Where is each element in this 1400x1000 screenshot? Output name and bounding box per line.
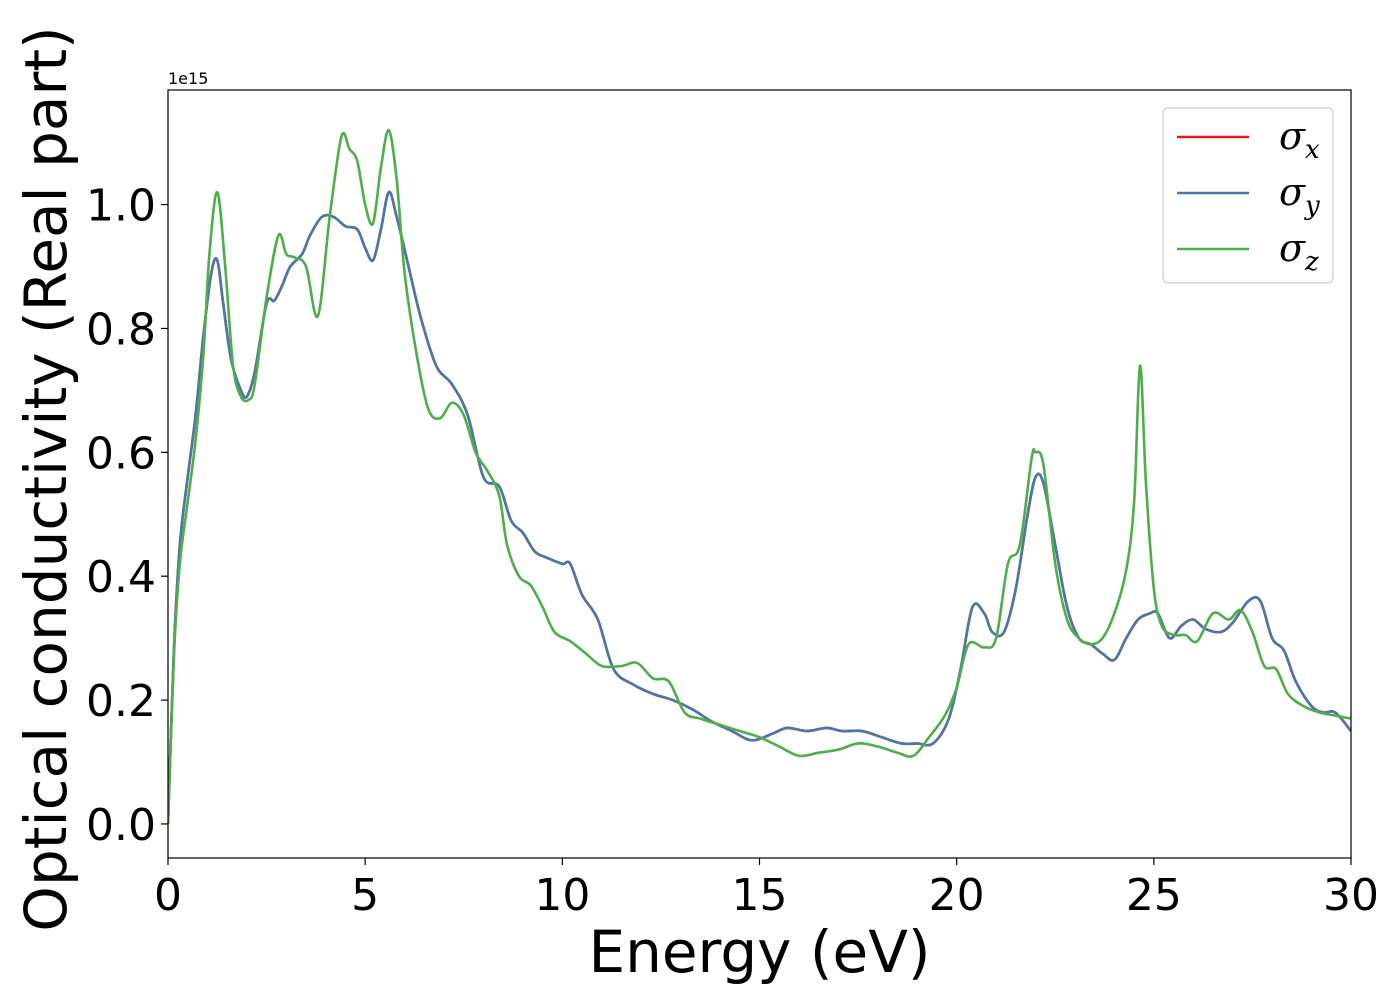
x-tick-label: 20	[929, 870, 985, 921]
legend-label-z: σz	[1279, 226, 1319, 277]
x-tick-label: 25	[1126, 870, 1182, 921]
y-tick-label: 1.0	[86, 181, 156, 232]
x-tick-label: 0	[154, 870, 182, 921]
series-layer	[168, 128, 1351, 824]
y-tick-label: 0.8	[86, 304, 156, 355]
legend-subscript: z	[1304, 247, 1319, 277]
x-tick-label: 5	[351, 870, 379, 921]
series-line-x	[168, 190, 1351, 824]
y-tick-label: 0.6	[86, 428, 156, 479]
y-tick-label: 0.2	[86, 676, 156, 727]
series-line-y	[168, 190, 1351, 824]
series-line-z	[168, 128, 1351, 824]
x-axis-label: Energy (eV)	[588, 918, 930, 986]
y-axis-label: Optical conductivity (Real part)	[12, 26, 80, 931]
legend-symbol: σ	[1279, 226, 1306, 270]
legend-symbol: σ	[1279, 170, 1306, 214]
legend-subscript: y	[1304, 191, 1320, 221]
legend-box	[1162, 107, 1334, 284]
x-tick-label: 10	[534, 870, 590, 921]
y-tick-label: 0.4	[86, 552, 156, 603]
x-tick-label: 30	[1323, 870, 1379, 921]
legend-symbol: σ	[1279, 114, 1306, 158]
legend-label-y: σy	[1279, 170, 1320, 221]
x-tick-label: 15	[732, 870, 788, 921]
x-axis: 0 5 10 15 20 25 30	[154, 858, 1379, 921]
y-axis: 0.0 0.2 0.4 0.6 0.8 1.0	[86, 181, 168, 851]
y-offset-text: 1e15	[168, 69, 208, 88]
legend-label-x: σx	[1279, 114, 1320, 165]
y-tick-label: 0.0	[86, 800, 156, 851]
legend-subscript: x	[1305, 135, 1320, 165]
